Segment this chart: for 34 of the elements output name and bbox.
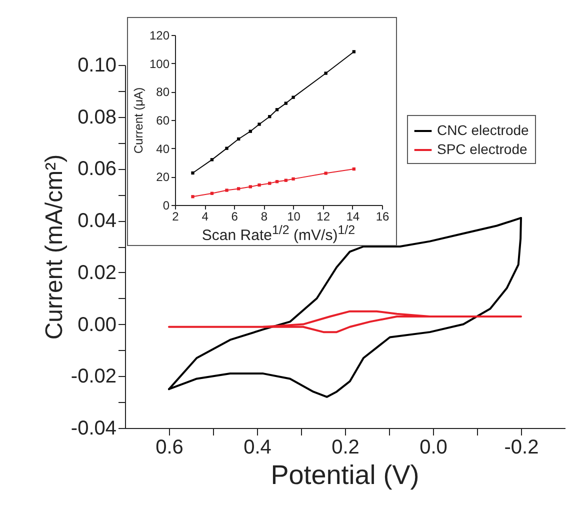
y-tick-label: -0.02 [70, 366, 116, 388]
y-tick-label: 100 [149, 56, 170, 71]
y-tick-label: 0.04 [78, 210, 116, 232]
y-tick-label: 0.10 [78, 54, 116, 76]
y-tick-label: 0.06 [78, 158, 116, 180]
x-tick-label: 8 [260, 210, 268, 224]
y-tick-label: 80 [156, 85, 170, 100]
x-tick-label: 0.2 [332, 436, 360, 458]
x-tick-label: 12 [316, 210, 330, 224]
legend-label: SPC electrode [437, 141, 528, 157]
x-axis-title: Potential (V) [270, 460, 420, 491]
legend-label: CNC electrode [437, 122, 530, 138]
x-tick-label: 2 [172, 210, 180, 224]
x-tick-label: 0.0 [420, 436, 448, 458]
y-tick-label: 0.08 [78, 106, 116, 128]
y-axis-title: Current (mA/cm²) [40, 154, 68, 340]
y-tick-label: 20 [156, 170, 170, 184]
y-tick-label: 0.02 [78, 262, 116, 284]
x-tick-label: 6 [231, 210, 238, 224]
x-tick-label: 16 [376, 210, 390, 224]
y-axis-title: Current (μA) [131, 87, 146, 154]
y-tick-label: 0.00 [78, 314, 116, 336]
y-tick-label: 40 [156, 142, 170, 156]
y-tick-label: 60 [156, 114, 170, 128]
x-tick-label: 4 [202, 210, 209, 224]
x-tick-label: 0.6 [156, 436, 184, 458]
y-tick-label: 0 [162, 198, 170, 212]
y-tick-label: -0.04 [70, 418, 116, 440]
x-axis-title: Scan Rate$^{1/2}$ (mV/s)$^{1/2}$ [200, 223, 356, 244]
y-tick-label: 120 [149, 28, 170, 42]
x-tick-label: 14 [346, 210, 360, 224]
x-tick-label: 0.4 [244, 436, 272, 458]
x-tick-label: 10 [287, 210, 301, 224]
x-tick-label: -0.2 [504, 436, 539, 458]
